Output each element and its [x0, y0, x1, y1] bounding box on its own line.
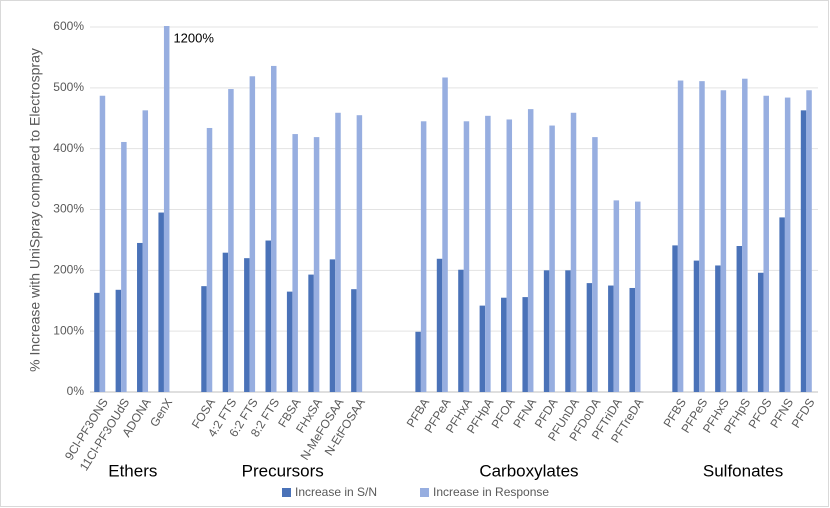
bar	[420, 121, 427, 393]
bar	[570, 112, 577, 393]
bar	[286, 291, 293, 392]
bar	[800, 110, 807, 392]
bar	[351, 289, 357, 392]
group-label: Precursors	[242, 461, 324, 480]
group-label: Ethers	[108, 461, 157, 480]
bar	[463, 121, 470, 393]
y-tick-label: 100%	[53, 323, 84, 337]
bar	[501, 297, 507, 392]
bar	[442, 77, 448, 392]
bar	[292, 134, 298, 393]
bar	[613, 200, 620, 392]
bar	[121, 141, 127, 392]
bar	[763, 95, 769, 392]
bar	[742, 78, 748, 392]
bar	[436, 258, 443, 392]
bar	[592, 137, 598, 392]
bar	[779, 217, 785, 392]
bar	[201, 286, 207, 392]
bar	[479, 305, 486, 392]
bar	[356, 115, 363, 392]
y-axis-label: % Increase with UniSpray compared to Ele…	[27, 48, 43, 372]
bar	[757, 272, 764, 392]
bar	[506, 119, 513, 392]
bar	[586, 283, 593, 392]
bar	[137, 242, 143, 392]
bar	[244, 258, 250, 392]
bar	[335, 112, 341, 393]
bar	[635, 201, 641, 392]
bar	[265, 240, 271, 392]
bar	[142, 110, 149, 392]
legend-label: Increase in S/N	[295, 485, 377, 499]
y-tick-label: 400%	[53, 141, 84, 155]
bar	[522, 297, 528, 392]
bar	[94, 292, 100, 392]
bar	[415, 331, 421, 392]
bar	[677, 80, 684, 393]
bar	[543, 270, 550, 392]
bar	[672, 245, 678, 392]
bar	[720, 90, 727, 393]
bar	[163, 26, 170, 392]
bar	[485, 115, 491, 393]
bar	[549, 125, 555, 393]
bar	[784, 97, 791, 393]
bar	[228, 89, 234, 393]
data-label: 1200%	[173, 30, 214, 45]
group-label: Sulfonates	[703, 461, 783, 480]
bar	[329, 259, 336, 392]
legend-swatch	[282, 488, 291, 497]
y-tick-label: 600%	[53, 19, 84, 33]
bar	[699, 81, 705, 393]
bar	[458, 269, 464, 392]
bar	[206, 127, 213, 392]
legend-label: Increase in Response	[433, 485, 549, 499]
bar	[629, 287, 635, 392]
group-label: Carboxylates	[479, 461, 578, 480]
bar	[222, 252, 229, 392]
bar	[308, 274, 314, 392]
bar	[565, 270, 571, 392]
y-tick-label: 200%	[53, 263, 84, 277]
bar	[806, 90, 812, 393]
legend-swatch	[420, 488, 429, 497]
y-tick-label: 500%	[53, 80, 84, 94]
bar	[249, 76, 256, 393]
bar	[115, 289, 122, 392]
bar	[736, 246, 743, 392]
bar	[715, 265, 721, 392]
bar	[99, 95, 106, 392]
bar	[693, 260, 700, 392]
y-tick-label: 0%	[67, 384, 85, 398]
bar	[608, 285, 614, 392]
bar	[313, 137, 320, 392]
bar	[271, 65, 277, 392]
bar	[527, 109, 534, 392]
x-tick-label: GenX	[147, 396, 175, 429]
x-tick-label: PFDS	[789, 396, 818, 431]
bar	[158, 212, 164, 392]
y-tick-label: 300%	[53, 202, 84, 216]
